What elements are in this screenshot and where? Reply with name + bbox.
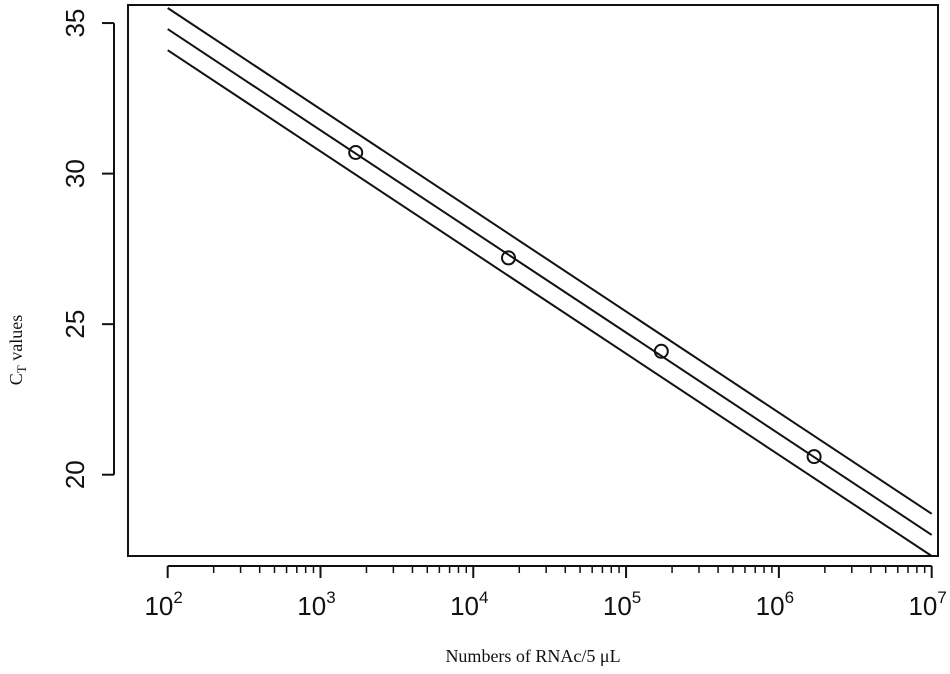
data-point-4: [806, 449, 822, 465]
data-point-1: [348, 145, 364, 160]
y-tick-label: 30: [60, 159, 90, 188]
x-tick-label: 104: [450, 588, 488, 621]
regression-lines: [167, 7, 933, 557]
x-tick-label: 107: [908, 588, 946, 621]
y-axis: 20 25 30 35: [60, 9, 115, 489]
x-tick-label-base: 10: [908, 591, 937, 621]
fit-line-1: [167, 7, 933, 515]
y-tick-label: 25: [60, 310, 90, 339]
y-axis-title: CT values: [6, 315, 29, 385]
x-tick-label-base: 10: [297, 591, 326, 621]
x-axis-title: Numbers of RNAc/5 μL: [445, 646, 620, 666]
x-tick-label-base: 10: [144, 591, 173, 621]
plot-area-frame: [127, 4, 939, 557]
data-point-3: [653, 343, 669, 359]
x-tick-label-base: 10: [450, 591, 479, 621]
x-tick-label-exponent: 7: [937, 588, 946, 607]
x-tick-label: 102: [144, 588, 182, 621]
x-tick-label: 103: [297, 588, 335, 621]
x-axis: 102 103 104 105 106 107: [144, 565, 947, 621]
y-axis-title-subscript: T: [14, 365, 29, 373]
x-tick-label-base: 10: [603, 591, 632, 621]
data-points: [348, 145, 822, 465]
y-tick-label: 20: [60, 460, 90, 489]
x-tick-label-base: 10: [756, 591, 785, 621]
y-axis-title-rest: values: [6, 315, 26, 365]
x-tick-label-exponent: 6: [785, 588, 794, 607]
x-tick-label-exponent: 5: [632, 588, 641, 607]
x-tick-label-exponent: 4: [479, 588, 488, 607]
data-point-2: [501, 250, 516, 266]
x-tick-label-exponent: 3: [326, 588, 335, 607]
y-tick-label: 35: [60, 9, 90, 38]
fit-line-3: [167, 49, 933, 557]
x-tick-label: 105: [603, 588, 641, 621]
fit-line-2: [167, 28, 933, 536]
y-axis-title-main: C: [6, 373, 26, 385]
x-tick-label-exponent: 2: [173, 588, 182, 607]
x-tick-label: 106: [756, 588, 794, 621]
